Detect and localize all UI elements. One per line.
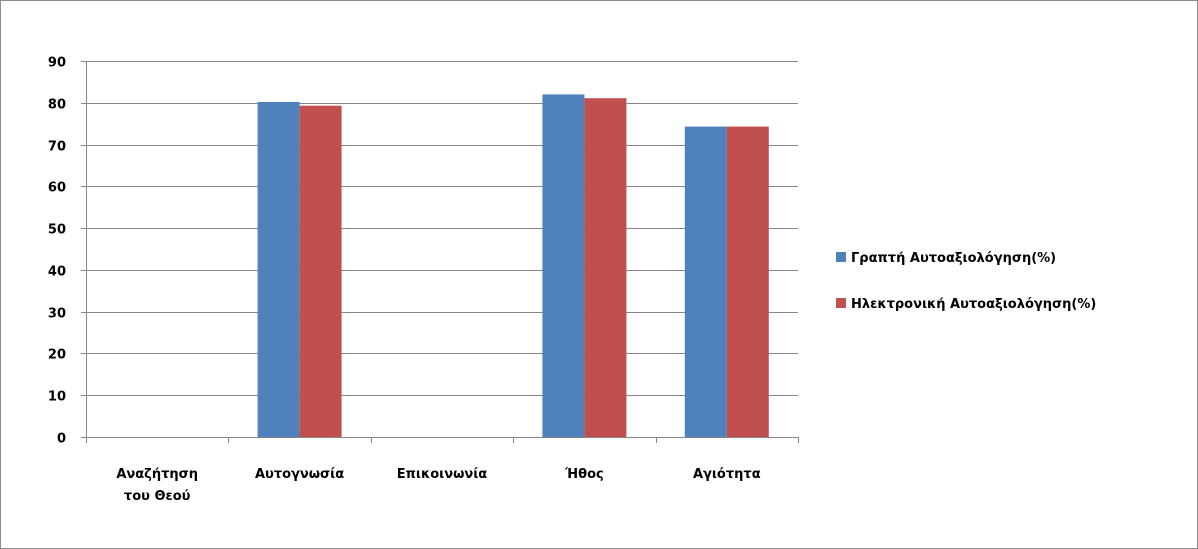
category-labels: Αναζήτηση του Θεού Αυτογνωσία Επικοινωνία Ήθ… [116,467,760,504]
y-tick-label: 90 [48,56,66,71]
bar-written [684,126,727,437]
legend-swatch [836,298,846,308]
bars [257,94,769,438]
y-tick-label: 20 [48,348,66,363]
y-tick-labels: 0 10 20 30 40 50 60 70 80 90 [48,56,66,447]
category-label: του Θεού [124,489,191,504]
bar-written [542,94,585,437]
category-label: Επικοινωνία [397,467,488,482]
y-tick-label: 80 [48,98,66,113]
category-label: Αγιότητα [693,467,761,482]
bar-electronic [584,98,627,437]
y-tick-label: 70 [48,140,66,155]
y-tick-label: 50 [48,223,66,238]
legend-label: Γραπτή Αυτοαξιολόγηση(%) [851,251,1056,266]
legend-swatch [836,252,846,262]
legend: Γραπτή Αυτοαξιολόγηση(%) Ηλεκτρονική Αυτο… [836,251,1096,312]
y-tick-label: 30 [48,307,66,322]
legend-label: Ηλεκτρονική Αυτοαξιολόγηση(%) [851,297,1096,312]
category-label: Αυτογνωσία [255,467,344,482]
axes [81,61,799,443]
gridlines [86,61,798,396]
category-label: Ήθος [564,467,604,482]
y-tick-label: 10 [48,390,66,405]
y-tick-label: 0 [57,432,66,447]
bar-electronic [299,105,342,438]
y-tick-label: 40 [48,265,66,280]
y-tick-label: 60 [48,181,66,196]
category-label: Αναζήτηση [116,467,198,482]
bar-written [257,101,300,437]
bar-electronic [726,126,769,437]
